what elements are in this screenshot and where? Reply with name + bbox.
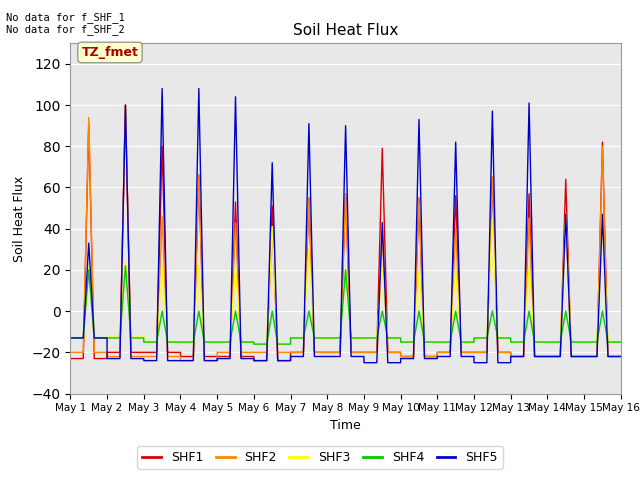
SHF4 <box>452 308 460 314</box>
Line: SHF4: SHF4 <box>70 266 621 344</box>
Text: TZ_fmet: TZ_fmet <box>81 46 138 59</box>
SHF4 <box>433 339 441 345</box>
SHF1 <box>433 349 441 355</box>
SHF2 <box>127 354 135 360</box>
SHF1 <box>373 349 381 355</box>
SHF3 <box>562 214 570 219</box>
SHF5 <box>360 360 368 366</box>
SHF1 <box>274 358 282 363</box>
SHF3 <box>67 335 74 341</box>
SHF4 <box>127 335 135 341</box>
SHF2 <box>122 102 129 108</box>
SHF1 <box>67 356 74 361</box>
SHF5 <box>373 360 381 366</box>
SHF5 <box>122 102 129 108</box>
SHF4 <box>617 339 625 345</box>
Title: Soil Heat Flux: Soil Heat Flux <box>293 23 398 38</box>
SHF4 <box>250 341 258 347</box>
SHF5 <box>525 100 533 106</box>
SHF4 <box>373 335 381 341</box>
SHF2 <box>177 358 184 363</box>
SHF4 <box>67 335 74 341</box>
SHF3 <box>268 224 276 229</box>
SHF1 <box>250 358 258 363</box>
SHF2 <box>274 349 282 355</box>
Text: No data for f_SHF_1
No data for f_SHF_2: No data for f_SHF_1 No data for f_SHF_2 <box>6 12 125 36</box>
SHF3 <box>446 339 454 345</box>
SHF3 <box>433 339 441 345</box>
Y-axis label: Soil Heat Flux: Soil Heat Flux <box>13 175 26 262</box>
SHF5 <box>617 354 625 360</box>
SHF2 <box>373 349 381 355</box>
Legend: SHF1, SHF2, SHF3, SHF4, SHF5: SHF1, SHF2, SHF3, SHF4, SHF5 <box>137 446 503 469</box>
SHF3 <box>122 259 129 264</box>
SHF5 <box>433 354 441 360</box>
SHF4 <box>274 341 282 347</box>
SHF5 <box>452 139 460 145</box>
SHF2 <box>433 349 441 355</box>
SHF1 <box>127 349 135 355</box>
SHF4 <box>525 308 533 314</box>
SHF5 <box>268 160 276 166</box>
SHF5 <box>67 335 74 341</box>
Line: SHF2: SHF2 <box>70 105 621 360</box>
SHF1 <box>525 191 533 196</box>
SHF2 <box>617 354 625 360</box>
SHF5 <box>158 85 166 91</box>
SHF1 <box>122 102 129 108</box>
Line: SHF3: SHF3 <box>70 216 621 344</box>
SHF4 <box>122 263 129 269</box>
Line: SHF1: SHF1 <box>70 105 621 360</box>
X-axis label: Time: Time <box>330 419 361 432</box>
Line: SHF5: SHF5 <box>70 88 621 363</box>
SHF1 <box>617 354 625 360</box>
SHF3 <box>360 335 368 341</box>
SHF3 <box>250 341 258 347</box>
SHF3 <box>617 339 625 345</box>
SHF1 <box>452 193 460 199</box>
SHF2 <box>67 349 74 355</box>
SHF2 <box>525 216 533 221</box>
SHF3 <box>520 339 527 345</box>
SHF2 <box>452 226 460 231</box>
